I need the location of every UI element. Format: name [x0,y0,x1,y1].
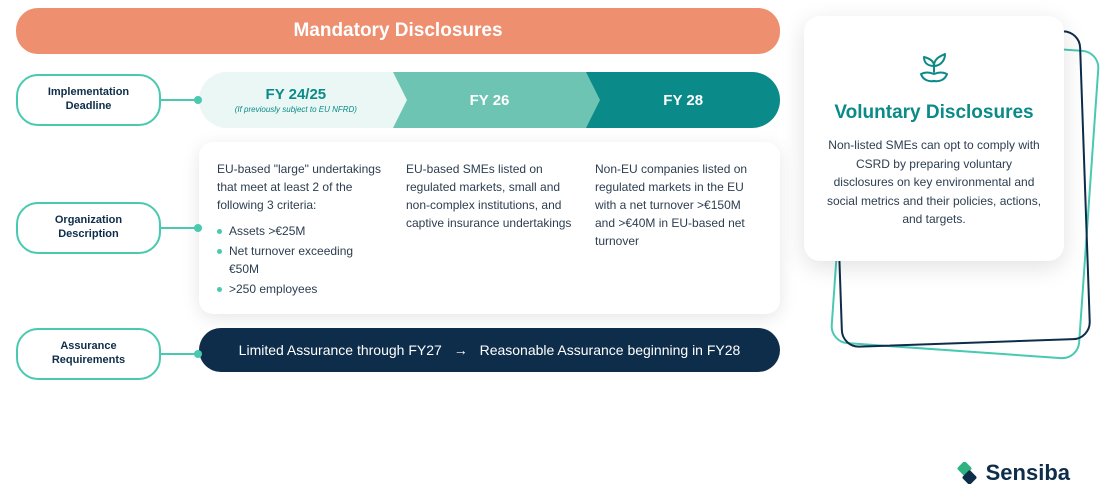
phase-title: FY 26 [470,92,510,109]
label-assurance: Assurance Requirements [16,328,161,380]
org-card: Non-EU companies listed on regulated mar… [595,160,762,300]
plant-hand-icon [826,44,1042,90]
org-card: EU-based "large" undertakings that meet … [217,160,384,300]
assurance-part2: Reasonable Assurance beginning in FY28 [480,342,741,358]
org-card: EU-based SMEs listed on regulated market… [406,160,573,300]
assurance-part1: Limited Assurance through FY27 [239,342,442,358]
timeline: FY 24/25 (If previously subject to EU NF… [199,72,780,128]
org-lead: Non-EU companies listed on regulated mar… [595,160,762,250]
phase-title: FY 24/25 [266,86,327,103]
org-lead: EU-based SMEs listed on regulated market… [406,160,573,232]
connector-icon [161,353,199,355]
mandatory-banner: Mandatory Disclosures [16,8,780,54]
label-org-description: Organization Description [16,202,161,254]
arrow-icon: → [454,342,468,358]
voluntary-body: Non-listed SMEs can opt to comply with C… [826,136,1042,229]
voluntary-title: Voluntary Disclosures [826,102,1042,124]
phase-subtitle: (If previously subject to EU NFRD) [235,105,357,114]
phase-fy28: FY 28 [586,72,780,128]
row-assurance: Assurance Requirements Limited Assurance… [16,328,780,380]
voluntary-panel: Voluntary Disclosures Non-listed SMEs ca… [804,16,1064,261]
label-implementation: Implementation Deadline [16,74,161,126]
sensiba-logo: Sensiba [956,460,1070,486]
logo-mark-icon [956,462,978,484]
org-bullet: >250 employees [217,280,384,298]
org-bullets: Assets >€25M Net turnover exceeding €50M… [217,222,384,298]
org-bullet: Assets >€25M [217,222,384,240]
org-bullet: Net turnover exceeding €50M [217,242,384,278]
connector-icon [161,99,199,101]
logo-text: Sensiba [986,460,1070,486]
connector-icon [161,227,199,229]
phase-fy24-25: FY 24/25 (If previously subject to EU NF… [199,72,393,128]
org-lead: EU-based "large" undertakings that meet … [217,160,384,214]
assurance-bar: Limited Assurance through FY27 → Reasona… [199,328,780,372]
voluntary-panel-wrap: Voluntary Disclosures Non-listed SMEs ca… [804,8,1084,261]
phase-title: FY 28 [663,92,703,109]
row-org-description: Organization Description EU-based "large… [16,142,780,314]
row-implementation: Implementation Deadline FY 24/25 (If pre… [16,72,780,128]
phase-fy26: FY 26 [393,72,587,128]
org-cards: EU-based "large" undertakings that meet … [199,142,780,314]
